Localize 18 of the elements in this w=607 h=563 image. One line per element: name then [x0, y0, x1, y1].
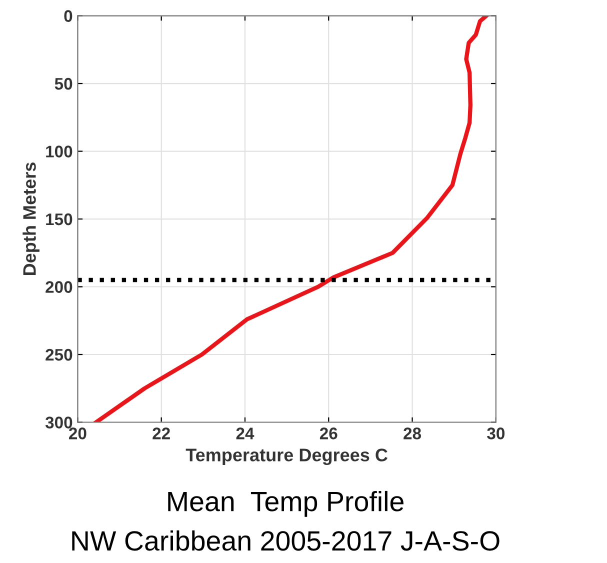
y-tick-label: 0 — [64, 10, 72, 22]
text: Mean Temp Profile — [168, 490, 404, 517]
x-tick-label: 30 — [487, 428, 505, 440]
x-tick-label: 28 — [404, 428, 422, 440]
line-series — [94, 16, 488, 422]
x-axis-title: Temperature Degrees C — [186, 448, 388, 466]
x-tick-label: 26 — [320, 428, 338, 440]
y-tick-label: 100 — [46, 146, 72, 158]
y-tick-label: 250 — [46, 348, 72, 361]
x-tick-label: 22 — [152, 428, 170, 440]
y-tick-label: 300 — [45, 416, 72, 428]
x-tick-label: 20 — [69, 428, 86, 440]
y-axis-title: Depth Meters — [22, 162, 40, 275]
y-tick-label: 50 — [54, 78, 72, 90]
text: NW Caribbean 2005-2017 J-A-S-O — [72, 530, 500, 551]
y-tick-label: 200 — [46, 281, 72, 293]
x-tick-label: 24 — [236, 428, 254, 440]
y-tick-label: 150 — [46, 213, 72, 226]
